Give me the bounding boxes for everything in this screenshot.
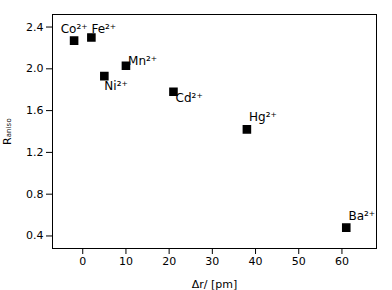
svg-text:2.0: 2.0 (26, 62, 44, 75)
svg-text:Ba²⁺: Ba²⁺ (348, 209, 375, 223)
svg-text:60: 60 (335, 255, 349, 268)
svg-text:10: 10 (119, 255, 133, 268)
svg-text:1.2: 1.2 (26, 146, 44, 159)
svg-text:0: 0 (79, 255, 86, 268)
svg-text:Cd²⁺: Cd²⁺ (176, 91, 203, 105)
svg-text:0.4: 0.4 (26, 229, 44, 242)
svg-text:20: 20 (162, 255, 176, 268)
svg-text:0.8: 0.8 (26, 188, 44, 201)
svg-text:Mn²⁺: Mn²⁺ (128, 54, 157, 68)
svg-text:40: 40 (249, 255, 263, 268)
svg-text:Rₐₙᵢₛₒ: Rₐₙᵢₛₒ (1, 118, 14, 145)
svg-text:Fe²⁺: Fe²⁺ (91, 22, 116, 36)
svg-text:Co²⁺: Co²⁺ (61, 22, 88, 36)
svg-text:50: 50 (292, 255, 306, 268)
svg-text:1.6: 1.6 (26, 104, 44, 117)
svg-text:Δr/ [pm]: Δr/ [pm] (192, 278, 238, 290)
svg-text:2.4: 2.4 (26, 21, 44, 34)
svg-text:Hg²⁺: Hg²⁺ (249, 110, 277, 124)
svg-text:30: 30 (205, 255, 219, 268)
svg-text:Ni²⁺: Ni²⁺ (104, 79, 127, 93)
